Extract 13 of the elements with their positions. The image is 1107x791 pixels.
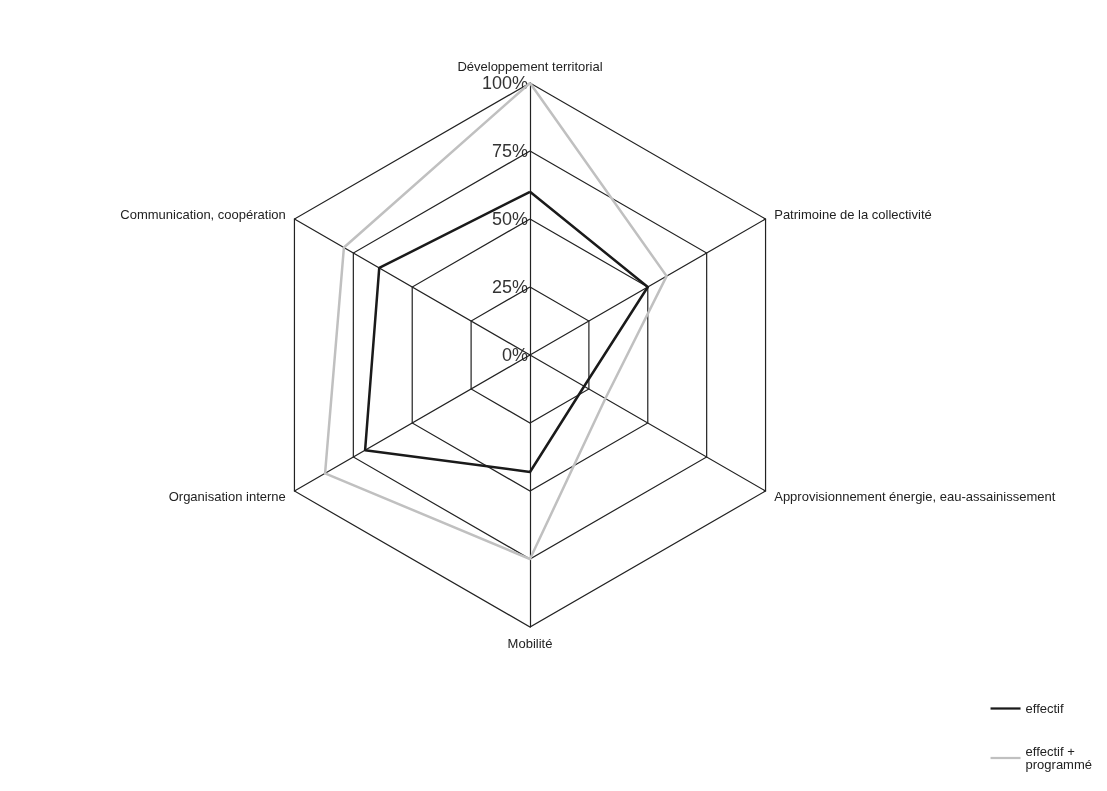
- spoke-label: Mobilité: [507, 636, 553, 651]
- spoke-label: Organisation interne: [168, 488, 286, 504]
- y-tick-label: 75%: [491, 141, 528, 161]
- y-tick-label: 100%: [481, 73, 528, 93]
- spoke-label: Patrimoine de la collectivité: [774, 206, 932, 222]
- spoke-label: Développement territorial: [457, 59, 603, 74]
- y-tick-label: 25%: [491, 277, 528, 297]
- spoke-label: Approvisionnement énergie, eau-assainissement: [774, 488, 1056, 504]
- y-tick-label: 0%: [501, 345, 528, 365]
- spoke-label: Communication, coopération: [120, 206, 286, 222]
- legend-label: effectif: [1025, 701, 1064, 716]
- y-tick-label: 50%: [491, 209, 528, 229]
- legend-label: effectif + programmé: [1025, 744, 1092, 772]
